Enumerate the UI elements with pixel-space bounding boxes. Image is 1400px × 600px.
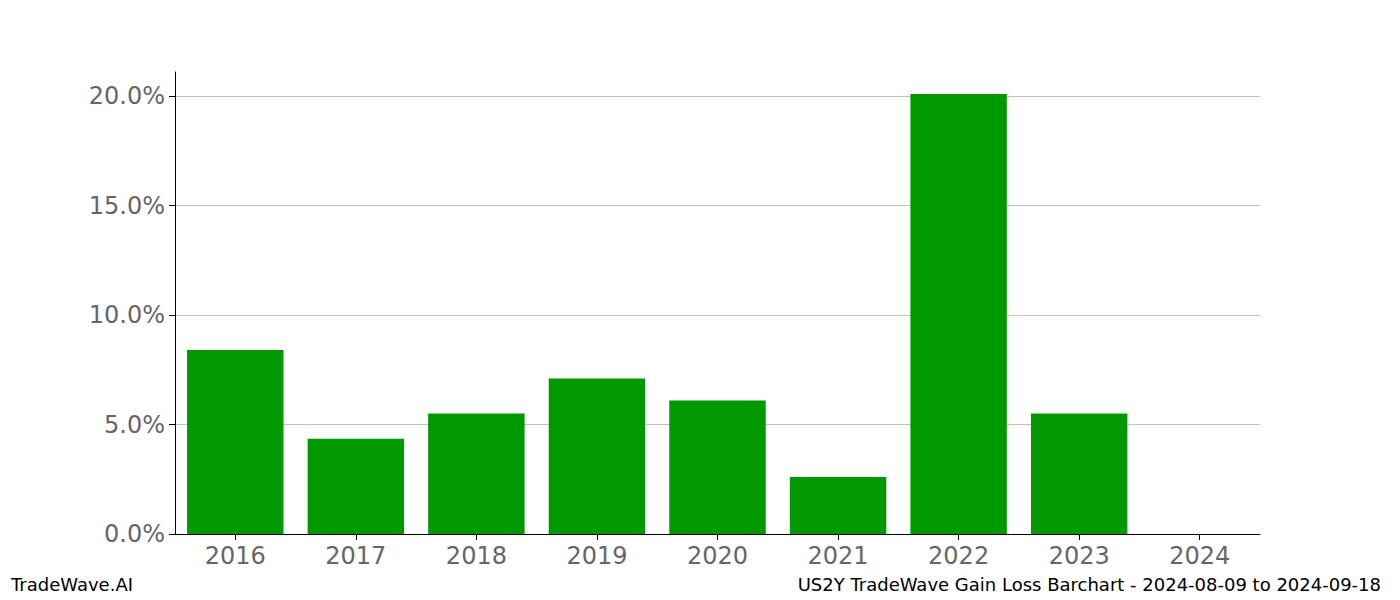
svg-text:20.0%: 20.0%	[89, 82, 165, 110]
svg-text:2022: 2022	[928, 542, 989, 570]
svg-text:US2Y TradeWave Gain Loss Barch: US2Y TradeWave Gain Loss Barchart - 2024…	[798, 574, 1381, 595]
svg-text:5.0%: 5.0%	[104, 411, 165, 439]
svg-text:TradeWave.AI: TradeWave.AI	[10, 574, 133, 595]
svg-text:0.0%: 0.0%	[104, 520, 165, 548]
svg-text:2019: 2019	[566, 542, 627, 570]
svg-text:2016: 2016	[205, 542, 266, 570]
svg-text:2023: 2023	[1049, 542, 1110, 570]
svg-text:2017: 2017	[325, 542, 386, 570]
svg-text:2024: 2024	[1169, 542, 1230, 570]
svg-text:2020: 2020	[687, 542, 748, 570]
svg-text:2021: 2021	[808, 542, 869, 570]
svg-text:2018: 2018	[446, 542, 507, 570]
svg-text:10.0%: 10.0%	[89, 301, 165, 329]
svg-text:15.0%: 15.0%	[89, 192, 165, 220]
